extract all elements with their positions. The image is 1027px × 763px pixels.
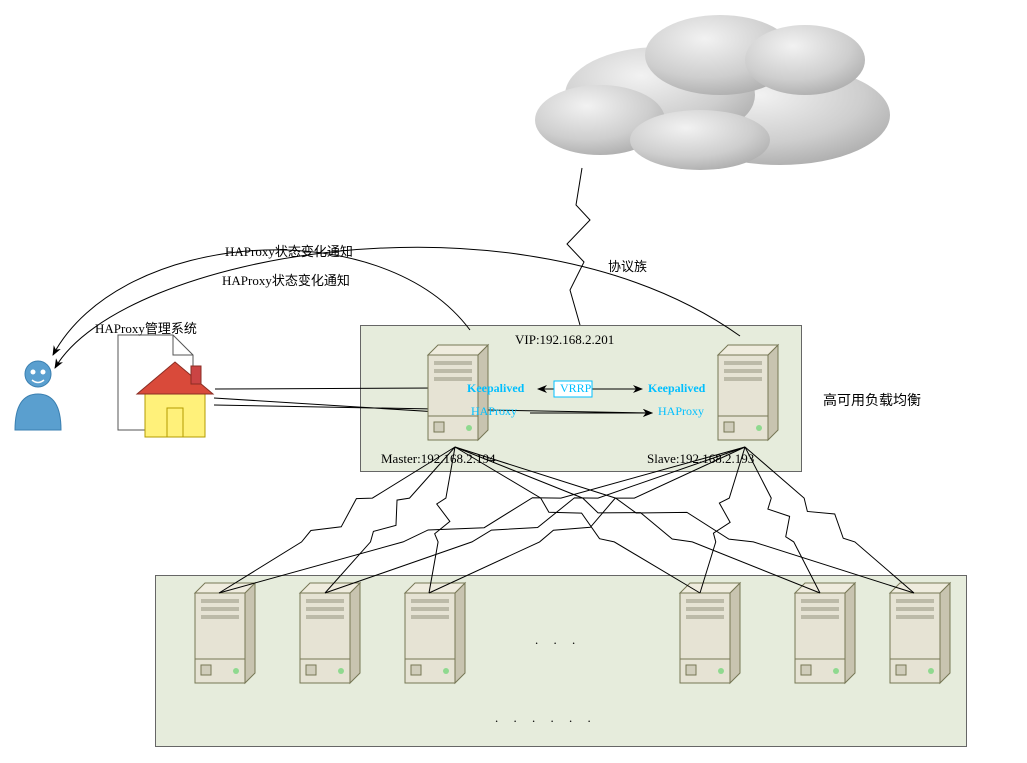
label-ha-lb: 高可用负载均衡 [823, 390, 921, 410]
cloud-icon [535, 15, 890, 170]
label-notify-2: HAProxy状态变化通知 [222, 270, 350, 289]
label-protocol: 协议族 [608, 256, 647, 275]
label-master: Master:192.168.2.194 [381, 451, 495, 467]
user-icon [15, 361, 61, 430]
label-vip: VIP:192.168.2.201 [515, 332, 614, 348]
label-slave: Slave:192.168.2.193 [647, 451, 754, 467]
page-icon [118, 335, 193, 430]
label-vrrp: VRRP [560, 381, 591, 396]
label-management: HAProxy管理系统 [95, 318, 197, 337]
label-haproxy-right: HAProxy [658, 404, 704, 419]
label-haproxy-left: HAProxy [471, 404, 517, 419]
label-keepalived-left: Keepalived [467, 381, 524, 396]
link-cloud-panel [567, 168, 590, 325]
label-dots-large: . . . . . . [495, 710, 597, 726]
label-dots-small: . . . [535, 632, 581, 648]
label-notify-1: HAProxy状态变化通知 [225, 241, 353, 260]
label-keepalived-right: Keepalived [648, 381, 705, 396]
house-icon [137, 362, 213, 437]
